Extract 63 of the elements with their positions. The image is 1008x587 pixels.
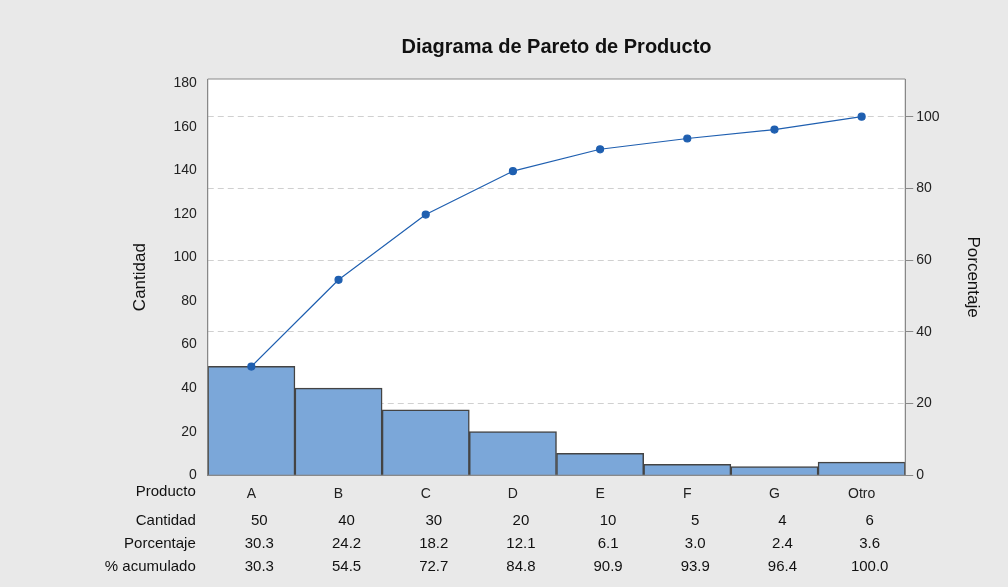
data-label: 6 <box>865 511 874 529</box>
data-label: 20 <box>512 511 530 529</box>
x-tick-label: B <box>333 485 344 502</box>
y-tick-label: 180 <box>173 74 197 91</box>
data-label: 30 <box>425 511 443 529</box>
data-label: 96.4 <box>767 557 798 575</box>
point <box>857 112 866 121</box>
point <box>247 362 256 371</box>
y2-tick-label: 80 <box>916 179 933 196</box>
data-label: 90.9 <box>593 557 623 575</box>
x-tick-label: E <box>595 485 605 502</box>
point <box>334 275 343 284</box>
text: Cantidad <box>135 511 196 529</box>
text: % acumulado <box>104 557 196 575</box>
text: 3.6 <box>859 534 881 552</box>
x-axis-title: Producto <box>135 482 196 500</box>
x-tick-label: Otro <box>848 485 876 502</box>
text: Porcentaje <box>124 534 196 552</box>
y-tick-label: 120 <box>173 204 197 221</box>
y2-tick-label: 100 <box>916 107 940 124</box>
point <box>508 167 518 176</box>
data-label: 100.0 <box>850 557 889 575</box>
data-label: 50 <box>251 511 268 529</box>
x-tick-label: D <box>507 485 518 502</box>
text: 30.3 <box>244 534 274 552</box>
y-tick-label: 140 <box>173 161 197 178</box>
data-label: 4 <box>778 511 787 529</box>
text: 24.2 <box>331 534 362 552</box>
y-tick-label: 100 <box>173 248 197 265</box>
data-label: 10 <box>599 511 617 529</box>
y-tick-label: 20 <box>181 422 197 439</box>
x-tick-label: A <box>246 485 257 502</box>
x-tick-label: G <box>769 485 780 502</box>
y-tick-label: 60 <box>181 335 197 352</box>
text: 2.4 <box>772 534 793 552</box>
data-label: 5 <box>691 511 700 529</box>
point <box>770 125 779 134</box>
point <box>421 210 430 219</box>
y-tick-label: 80 <box>181 291 197 308</box>
y2-tick-label: 40 <box>916 322 933 339</box>
point <box>595 145 605 154</box>
text: 18.2 <box>419 534 449 552</box>
data-label: 93.9 <box>680 557 710 575</box>
y-tick-label: 0 <box>188 466 197 483</box>
y2-axis-title: Porcentaje <box>964 236 984 318</box>
data-label: 72.7 <box>419 557 449 575</box>
y2-tick-label: 0 <box>916 466 925 483</box>
text: 12.1 <box>506 534 536 552</box>
x-tick-label: F <box>683 485 692 502</box>
point <box>683 134 692 143</box>
data-label: 84.8 <box>506 557 536 575</box>
data-label: 40 <box>338 511 355 529</box>
chart-title: Diagrama de Pareto de Producto <box>401 34 712 57</box>
text: 3.0 <box>684 534 706 552</box>
y2-tick-label: 20 <box>916 394 933 411</box>
y2-tick-label: 60 <box>916 250 933 267</box>
y-tick-label: 160 <box>173 117 197 134</box>
data-label: 30.3 <box>244 557 274 575</box>
x-tick-label: C <box>420 485 431 502</box>
data-label: 54.5 <box>331 557 362 575</box>
text: 6.1 <box>597 534 619 552</box>
y-tick-label: 40 <box>181 378 197 395</box>
y-axis-title: Cantidad <box>129 243 149 312</box>
